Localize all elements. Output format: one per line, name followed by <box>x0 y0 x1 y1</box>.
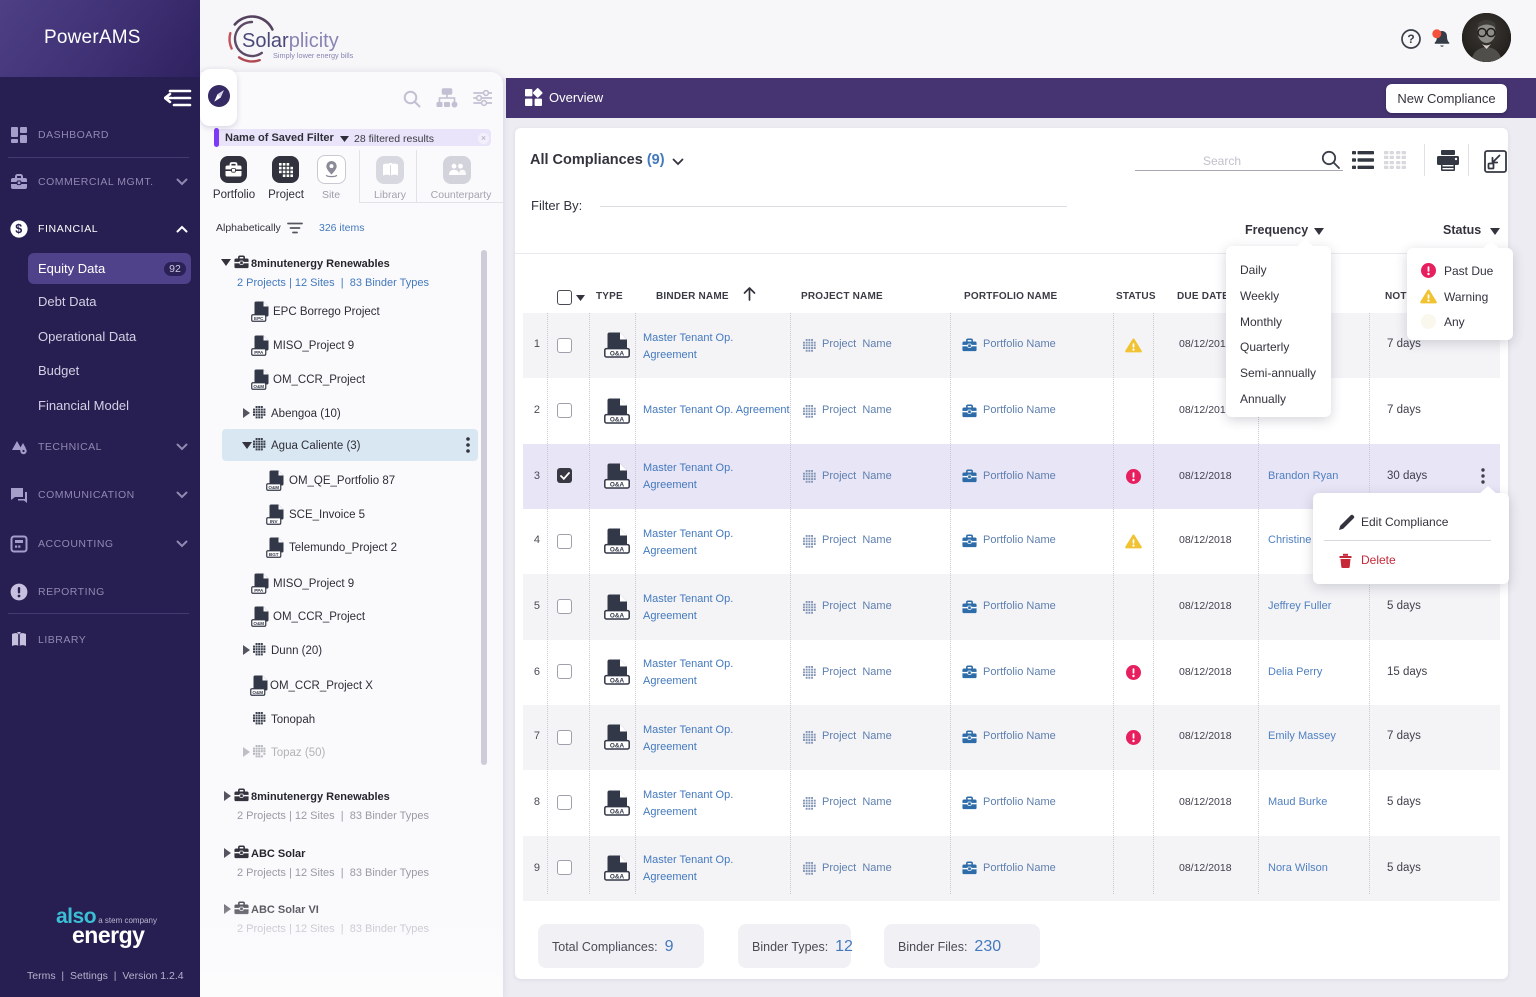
svg-text:O&M: O&M <box>253 621 264 626</box>
svg-text:O&A: O&A <box>610 808 625 815</box>
svg-text:$: $ <box>15 222 22 236</box>
svg-text:O&M: O&M <box>252 690 263 695</box>
svg-text:O&A: O&A <box>610 742 625 749</box>
svg-text:Simply lower energy bills: Simply lower energy bills <box>273 51 354 60</box>
svg-text:O&A: O&A <box>610 416 625 423</box>
svg-text:O&A: O&A <box>610 546 625 553</box>
svg-text:O&M: O&M <box>253 384 264 389</box>
svg-text:PPA: PPA <box>254 588 264 593</box>
svg-text:O&A: O&A <box>610 481 625 488</box>
svg-text:O&A: O&A <box>610 350 625 357</box>
svg-text:BGT: BGT <box>269 552 279 557</box>
svg-text:INV: INV <box>270 519 279 524</box>
svg-text:O&M: O&M <box>268 485 279 490</box>
svg-text:EPC: EPC <box>254 316 264 321</box>
svg-text:O&A: O&A <box>610 677 625 684</box>
svg-text:Solarplicity: Solarplicity <box>242 30 339 52</box>
svg-text:PPA: PPA <box>254 350 264 355</box>
svg-text:O&A: O&A <box>610 873 625 880</box>
svg-text:O&A: O&A <box>610 612 625 619</box>
